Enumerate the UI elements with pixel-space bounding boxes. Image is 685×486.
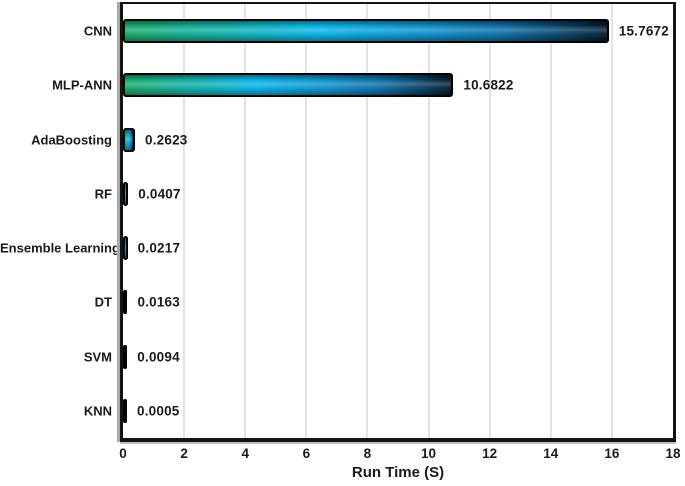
x-tick-label: 8 [363, 446, 372, 461]
gridline [305, 4, 308, 438]
bar-band: 0.0407 [123, 167, 673, 221]
x-tick-label: 16 [604, 446, 620, 461]
bar-band: 0.0005 [123, 384, 673, 438]
bar-band: 0.2623 [123, 113, 673, 167]
bar [123, 290, 128, 315]
x-tick-label: 12 [482, 446, 498, 461]
bar [123, 19, 609, 44]
category-label: AdaBoosting [31, 132, 112, 148]
x-tick-label: 2 [180, 446, 188, 461]
bar-band: 0.0217 [123, 221, 673, 275]
bar-band: 0.0163 [123, 275, 673, 329]
plot-area: 15.7672 10.6822 0.2623 0.0407 0.0217 0.0… [120, 2, 676, 442]
category-label: KNN [83, 403, 112, 419]
bar-band: 0.0094 [123, 330, 673, 384]
gridline [427, 4, 430, 438]
y-axis-category-labels: CNN MLP-ANN AdaBoosting RF Ensemble Learning… [0, 4, 120, 438]
gridline [183, 4, 186, 438]
x-tick-label: 0 [119, 446, 127, 461]
category-label: CNN [83, 23, 112, 39]
gridline [488, 4, 491, 438]
x-tick-label: 6 [302, 446, 311, 461]
bar-value-label: 15.7672 [618, 23, 669, 39]
x-tick-label: 10 [421, 446, 437, 461]
bar [123, 344, 128, 369]
bar-value-label: 10.6822 [463, 77, 514, 93]
bar-value-label: 0.2623 [145, 132, 188, 148]
bar-band: 15.7672 [123, 4, 673, 58]
bar [123, 127, 135, 152]
category-label: Ensemble Learning [0, 240, 120, 256]
gridline [610, 4, 613, 438]
bar-value-label: 0.0163 [137, 294, 180, 310]
bar-value-label: 0.0005 [137, 403, 180, 419]
category-label: RF [94, 186, 112, 202]
bar [123, 236, 128, 261]
bar-value-label: 0.0217 [137, 240, 181, 256]
bar [123, 181, 129, 206]
x-axis-title: Run Time (S) [351, 464, 445, 481]
x-tick-label: 14 [543, 446, 559, 461]
bar-value-label: 0.0094 [137, 349, 180, 365]
category-label: DT [94, 294, 112, 310]
gridline [549, 4, 552, 438]
x-tick-label: 18 [665, 446, 681, 461]
bar-band: 10.6822 [123, 58, 673, 112]
gridline [366, 4, 369, 438]
bar-value-label: 0.0407 [138, 186, 181, 202]
x-axis-tick-labels: 0 2 4 6 8 10 12 14 16 18 [119, 446, 680, 462]
x-tick-label: 4 [241, 446, 249, 461]
category-label: SVM [83, 349, 112, 365]
bar [123, 73, 454, 98]
bar [123, 398, 127, 423]
category-label: MLP-ANN [52, 77, 112, 93]
gridline [244, 4, 247, 438]
